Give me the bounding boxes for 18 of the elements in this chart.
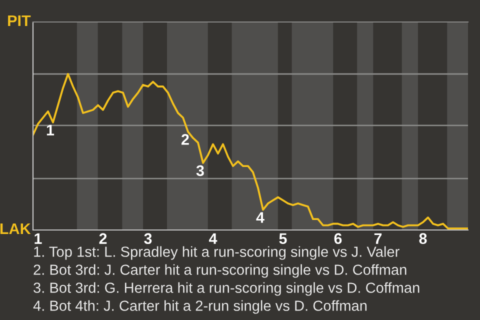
x-tick-label: 2 <box>99 233 107 244</box>
text: 2. Bot 3rd: J. Carter hit a run-scoring single vs D. Coffman <box>34 264 406 278</box>
x-tick-label: 8 <box>419 233 427 244</box>
annotation: 1 <box>46 124 54 136</box>
x-tick-label: 6 <box>334 233 342 244</box>
x-tick-label: 5 <box>279 233 287 244</box>
text: 3. Bot 3rd: G. Herrera hit a run-scoring single vs D. Coffman <box>34 282 420 296</box>
x-tick-label: 3 <box>144 233 152 244</box>
x-tick-label: 1 <box>34 233 42 244</box>
annotation: 4 <box>256 212 264 223</box>
x-tick-label: 4 <box>208 233 218 244</box>
text: 1. Top 1st: L. Spradley hit a run-scoring single vs J. Valer <box>34 246 400 260</box>
text: LAK <box>0 223 31 234</box>
text: PIT <box>8 15 31 26</box>
annotation: 3 <box>196 165 204 176</box>
x-tick-label: 7 <box>374 233 382 244</box>
text: 4. Bot 4th: J. Carter hit a 2-run single vs D. Coffman <box>33 300 367 314</box>
annotation: 2 <box>182 134 189 145</box>
